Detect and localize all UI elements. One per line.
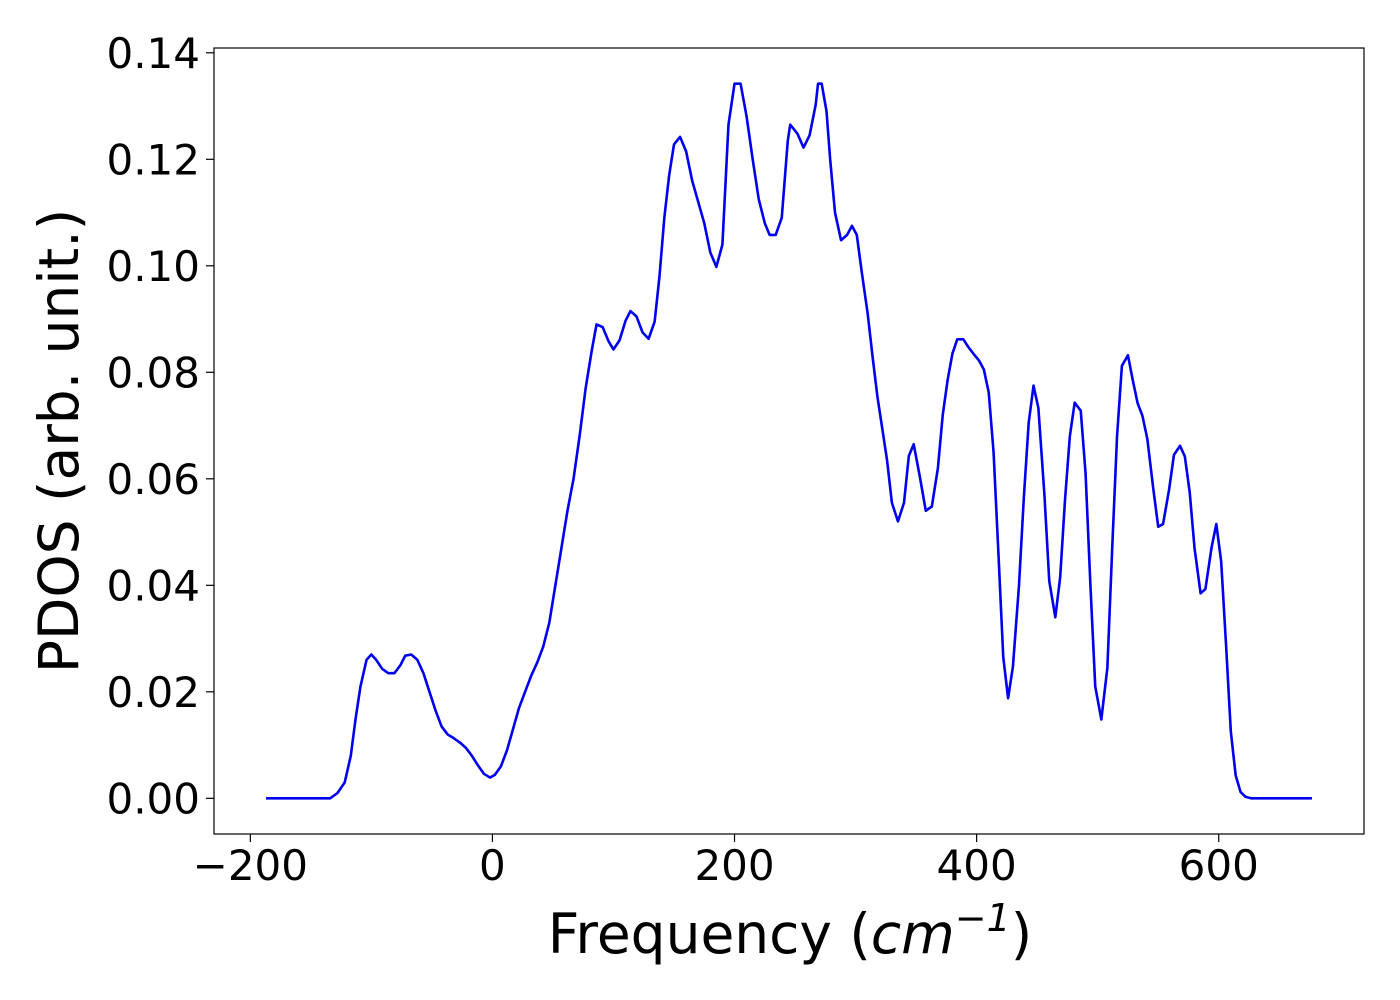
x-axis-label: Frequency (cm−1) (548, 896, 1032, 966)
x-label-unit: cm (871, 902, 955, 966)
x-label-close: ) (1011, 902, 1032, 966)
x-label-exponent: −1 (955, 896, 1011, 940)
y-tick-label: 0.12 (106, 135, 200, 184)
y-tick-label: 0.08 (106, 348, 200, 397)
y-tick-label: 0.00 (106, 774, 200, 823)
x-tick-label: 600 (1179, 841, 1259, 890)
x-tick-label: 200 (694, 841, 774, 890)
plot-frame (213, 47, 1365, 835)
y-tick-label: 0.14 (106, 29, 200, 78)
y-tick-label: 0.06 (106, 455, 200, 504)
x-tick-label: −200 (193, 841, 308, 890)
y-tick-label: 0.04 (106, 561, 200, 610)
y-axis-label: PDOS (arb. unit.) (27, 209, 91, 673)
data-line (266, 82, 1312, 800)
x-tick-label: 0 (479, 841, 506, 890)
y-tick-label: 0.02 (106, 668, 200, 717)
x-tick-label: 400 (937, 841, 1017, 890)
y-tick-label: 0.10 (106, 242, 200, 291)
x-label-text: Frequency ( (548, 902, 871, 966)
